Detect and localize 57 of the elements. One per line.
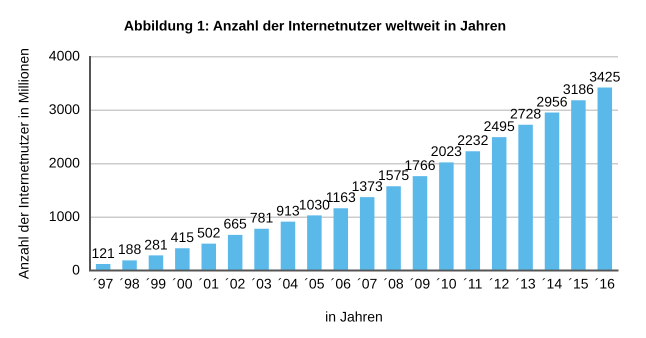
bar: [518, 124, 533, 270]
bar: [598, 88, 612, 270]
bar: [122, 260, 137, 270]
x-tick-label: ´10: [436, 276, 457, 292]
data-label: 281: [144, 236, 168, 252]
data-label: 1766: [404, 156, 436, 173]
bar: [492, 137, 506, 270]
x-tick-label: ´07: [357, 276, 378, 292]
x-tick-label: ´05: [304, 276, 325, 292]
x-tick-label: ´98: [119, 276, 140, 292]
y-axis-title: Anzahl der Internetnutzer in Millionen: [15, 48, 32, 280]
x-tick-label: ´09: [410, 276, 430, 292]
x-tick-label: ´16: [594, 276, 616, 292]
chart-title: Abbildung 1: Anzahl der Internetnutzer weltweit in Jahren: [124, 17, 506, 34]
bar: [439, 162, 454, 270]
bar: [175, 248, 190, 270]
x-tick-label: ´08: [383, 276, 404, 292]
y-tick-label: 1000: [48, 208, 80, 224]
bar: [412, 176, 428, 270]
data-label: 188: [118, 241, 142, 258]
bar: [201, 244, 216, 270]
y-tick-label: 2000: [48, 154, 80, 170]
x-tick-label: ´14: [542, 276, 562, 292]
x-tick-label: ´03: [251, 276, 272, 292]
bar: [360, 197, 374, 270]
bar: [228, 234, 242, 270]
x-tick-label: ´01: [198, 276, 220, 292]
y-tick-label: 0: [72, 261, 80, 278]
y-tick-label: 4000: [48, 48, 80, 64]
x-tick-label: ´12: [489, 276, 510, 292]
bar: [254, 228, 269, 270]
x-tick-label: ´04: [278, 276, 298, 292]
data-label: 665: [223, 216, 248, 232]
x-tick-label: ´97: [93, 276, 114, 292]
bar: [334, 208, 348, 270]
data-label: 913: [276, 202, 300, 219]
bar: [571, 100, 586, 270]
data-label: 502: [197, 224, 221, 240]
x-tick-label: ´13: [515, 276, 536, 292]
y-tick-label: 3000: [48, 101, 80, 118]
x-tick-label: ´15: [568, 276, 589, 292]
data-label: 781: [250, 210, 274, 226]
data-label: 415: [170, 229, 194, 246]
bar: [96, 264, 110, 270]
bar: [466, 151, 480, 270]
bar: [386, 186, 401, 270]
x-axis-title: in Jahren: [325, 308, 383, 324]
x-tick-label: ´11: [463, 276, 483, 292]
bar: [544, 112, 560, 270]
x-tick-label: ´00: [172, 276, 193, 292]
bar: [307, 215, 322, 270]
bar: [280, 222, 296, 270]
x-tick-label: ´99: [146, 276, 166, 292]
x-tick-label: ´02: [225, 276, 246, 292]
x-tick-label: ´06: [330, 276, 352, 292]
data-label: 121: [91, 244, 116, 261]
bar: [148, 255, 164, 270]
